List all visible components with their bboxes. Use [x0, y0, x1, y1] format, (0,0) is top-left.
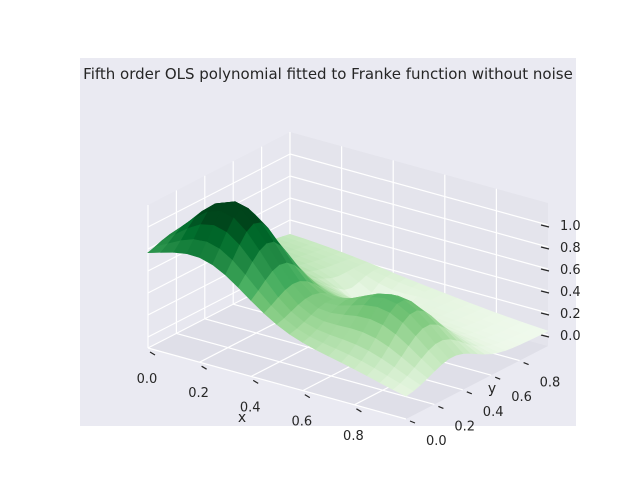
y-tick-label: 0.4 [483, 405, 504, 420]
y-tick-mark [523, 362, 529, 366]
x-tick-mark [149, 351, 156, 356]
x-tick-label: 0.0 [137, 372, 158, 387]
y-tick-mark [438, 405, 444, 409]
x-tick-label: 0.6 [291, 415, 312, 430]
grid-line [147, 347, 407, 420]
z-tick-mark [540, 224, 550, 228]
z-tick-mark [540, 246, 550, 250]
z-tick-label: 0.6 [560, 263, 581, 278]
z-tick-label: 0.8 [560, 241, 581, 256]
z-tick-label: 0.0 [560, 329, 581, 344]
y-tick-label: 0.2 [454, 419, 475, 434]
y-axis-label: y [488, 381, 496, 397]
x-tick-mark [252, 379, 259, 384]
grid-line [289, 175, 549, 248]
y-tick-label: 0.0 [426, 434, 447, 449]
z-tick-label: 0.4 [560, 285, 581, 300]
x-tick-mark [201, 365, 207, 370]
x-tick-label: 0.4 [240, 400, 261, 415]
grid-line [289, 197, 549, 270]
y-tick-label: 0.8 [540, 376, 561, 391]
x-axis-label: x [238, 410, 246, 426]
x-tick-label: 0.2 [188, 386, 209, 401]
y-tick-mark [494, 376, 501, 380]
y-tick-label: 0.6 [511, 390, 532, 405]
y-tick-mark [409, 420, 416, 424]
x-tick-mark [304, 394, 311, 399]
grid-line [289, 153, 549, 226]
tick-marks [149, 224, 550, 424]
chart-title: Fifth order OLS polynomial fitted to Fra… [83, 65, 573, 83]
y-tick-mark [466, 391, 473, 395]
z-tick-mark [540, 334, 550, 338]
grid-line [147, 153, 291, 228]
z-tick-label: 0.2 [560, 307, 581, 322]
z-tick-mark [540, 268, 550, 272]
grid-line [176, 332, 435, 405]
surface-patch [392, 383, 414, 397]
surface [147, 201, 549, 397]
z-tick-mark [540, 312, 550, 316]
x-tick-mark [356, 408, 362, 413]
z-tick-mark [540, 290, 550, 294]
grid-line [289, 219, 549, 292]
z-tick-label: 1.0 [560, 219, 581, 234]
tick-labels: 0.0 0.2 0.4 0.6 0.8 0.0 0.2 0.4 0.6 0.8 0.0 0.2 0.4 0… [137, 219, 581, 449]
x-tick-label: 0.8 [343, 429, 364, 444]
